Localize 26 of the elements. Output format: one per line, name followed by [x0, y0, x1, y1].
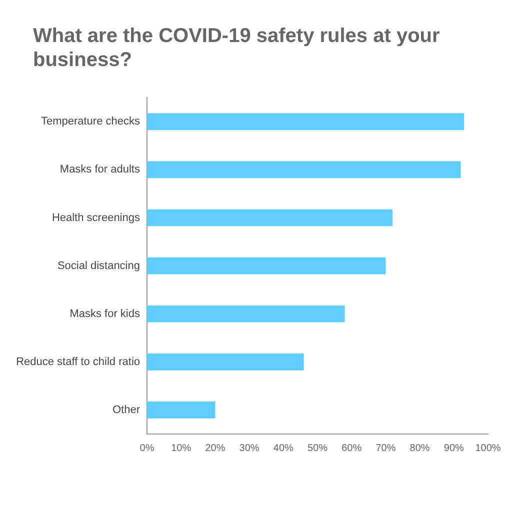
y-tick-label: Other [112, 404, 140, 416]
y-tick-label: Social distancing [57, 260, 140, 272]
y-tick-label: Health screenings [52, 212, 140, 224]
x-tick-label: 80% [410, 442, 430, 454]
bar [147, 402, 216, 418]
x-tick-label: 10% [171, 442, 192, 454]
x-tick-label: 100% [475, 442, 501, 454]
x-tick-label: 30% [239, 442, 260, 454]
chart-title: What are the COVID-19 safety rules at your business? [33, 24, 441, 72]
y-tick-label: Temperature checks [40, 116, 140, 128]
x-tick-label: 90% [444, 442, 464, 454]
x-tick-label: 70% [376, 442, 396, 454]
y-tick-label: Reduce staff to child ratio [16, 356, 140, 368]
y-tick-label: Masks for kids [70, 308, 140, 320]
bar [147, 209, 393, 226]
x-tick-label: 60% [342, 442, 362, 454]
bar [147, 161, 461, 178]
bar [147, 257, 386, 274]
bar [147, 354, 304, 370]
bar [147, 305, 345, 322]
x-tick-label: 20% [205, 442, 226, 454]
x-tick-label: 0% [140, 442, 154, 454]
y-tick-label: Masks for adults [60, 164, 140, 176]
x-tick-label: 40% [273, 442, 294, 454]
x-tick-label: 50% [307, 442, 328, 454]
bar [147, 113, 464, 130]
